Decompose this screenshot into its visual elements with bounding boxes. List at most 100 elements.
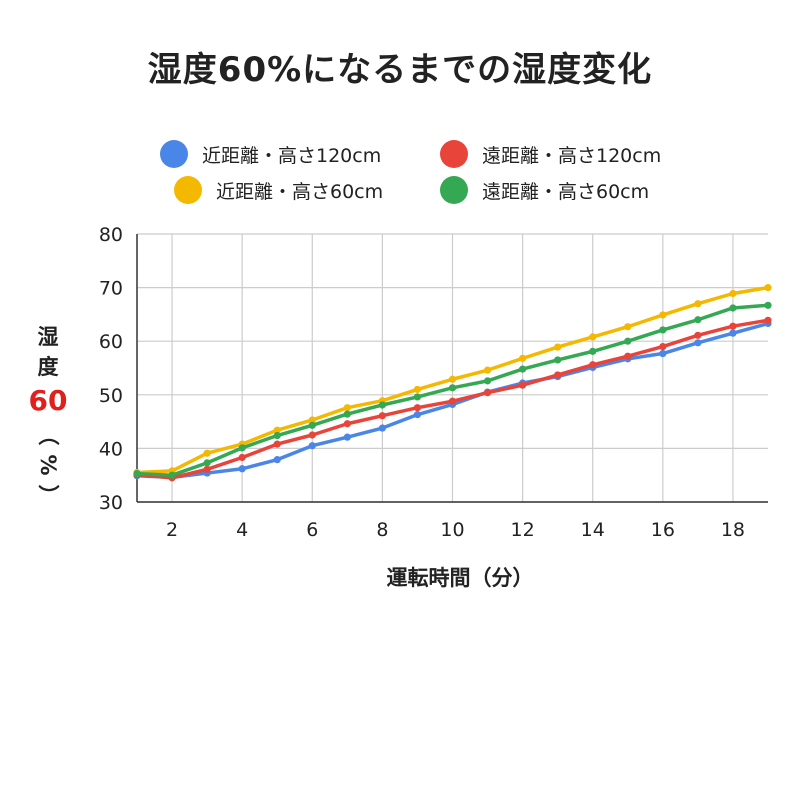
data-point	[238, 453, 246, 462]
data-point	[554, 372, 562, 381]
data-point	[343, 420, 351, 428]
data-point	[519, 381, 527, 389]
x-tick-label: 6	[306, 519, 318, 541]
data-point	[659, 342, 667, 351]
data-point	[273, 456, 281, 464]
y-tick-label: 60	[99, 331, 123, 353]
data-point	[133, 469, 141, 478]
y-axis-label: 湿 度 60 （ % ）	[28, 322, 68, 510]
data-point	[624, 355, 632, 363]
data-point	[729, 289, 737, 298]
data-point	[764, 316, 772, 324]
data-point	[554, 371, 562, 379]
data-point	[764, 284, 772, 292]
data-point	[168, 473, 176, 481]
y-tick-label: 40	[99, 438, 123, 460]
x-tick-label: 2	[166, 519, 178, 541]
data-point	[694, 331, 702, 339]
data-point	[413, 393, 422, 401]
data-point	[519, 379, 527, 387]
data-point	[448, 384, 457, 392]
data-point	[519, 354, 527, 362]
data-point	[729, 329, 737, 337]
data-point	[554, 343, 562, 351]
legend-item-near-60: 近距離・高さ60cm	[174, 176, 383, 204]
data-point	[343, 433, 351, 441]
data-point	[694, 300, 702, 308]
data-point	[238, 440, 246, 448]
data-point	[729, 304, 737, 312]
legend-label: 遠距離・高さ60cm	[482, 180, 650, 203]
data-point	[203, 449, 211, 457]
data-point	[308, 431, 316, 439]
data-point	[133, 468, 141, 477]
legend-item-near-120: 近距離・高さ120cm	[160, 140, 381, 168]
legend-dot-icon	[440, 176, 468, 204]
data-point	[203, 469, 211, 477]
series-line-2	[135, 318, 770, 480]
data-point	[729, 322, 737, 330]
x-axis-label: 運転時間（分）	[386, 566, 534, 590]
data-point	[168, 467, 176, 475]
x-tick-label: 18	[721, 519, 745, 541]
legend-dot-icon	[160, 140, 188, 168]
x-tick-label: 14	[581, 519, 605, 541]
data-point	[624, 323, 632, 331]
x-tick-label: 10	[440, 519, 464, 541]
data-point	[448, 400, 457, 409]
y-axis-label-char: ）	[36, 484, 60, 506]
data-point	[133, 471, 141, 479]
y-axis-label-highlight: 60	[28, 384, 68, 417]
grid-lines	[137, 233, 768, 503]
tick-labels: 30 40 50 60 70 80 2 4 6 8 10 12 14 16 18	[99, 224, 745, 541]
chart-title: 湿度60%になるまでの湿度変化	[147, 50, 653, 90]
data-point	[273, 440, 281, 448]
data-point	[203, 465, 211, 473]
data-point	[168, 471, 176, 479]
data-point	[308, 442, 316, 450]
data-point	[413, 385, 422, 394]
data-point	[694, 339, 702, 347]
data-point	[624, 337, 632, 345]
series-line-1	[135, 321, 770, 480]
legend-dot-icon	[440, 140, 468, 168]
series-line-3	[135, 285, 770, 475]
legend-item-far-120: 遠距離・高さ120cm	[440, 140, 661, 168]
data-point	[448, 397, 457, 405]
legend-item-far-60: 遠距離・高さ60cm	[440, 176, 649, 204]
data-point	[589, 361, 597, 369]
data-point	[589, 347, 597, 355]
data-point	[554, 356, 562, 364]
data-point	[238, 444, 246, 452]
data-point	[519, 365, 527, 373]
y-tick-label: 80	[99, 224, 123, 246]
data-point	[764, 301, 772, 309]
legend-label: 近距離・高さ60cm	[216, 180, 384, 203]
data-point	[378, 424, 386, 432]
data-point	[273, 431, 281, 440]
data-point	[308, 416, 316, 424]
y-tick-label: 50	[99, 385, 123, 407]
data-point	[483, 388, 492, 396]
data-point	[483, 366, 492, 374]
x-tick-label: 4	[236, 519, 248, 541]
data-point	[659, 311, 667, 319]
axes	[136, 234, 768, 503]
data-point	[659, 326, 667, 334]
x-tick-label: 12	[511, 519, 535, 541]
y-axis-label-char: 度	[37, 355, 59, 379]
data-point	[589, 363, 597, 372]
y-axis-label-char: 湿	[37, 325, 59, 349]
data-point	[343, 410, 351, 418]
data-point	[483, 389, 492, 397]
series-lines	[133, 284, 772, 482]
x-tick-label: 16	[651, 519, 675, 541]
data-point	[483, 377, 492, 385]
legend-dot-icon	[174, 176, 202, 204]
series-line-4	[135, 303, 770, 477]
data-point	[238, 465, 246, 473]
legend-label: 遠距離・高さ120cm	[482, 144, 662, 167]
data-point	[378, 397, 386, 405]
data-point	[694, 316, 702, 324]
y-tick-label: 30	[99, 492, 123, 514]
